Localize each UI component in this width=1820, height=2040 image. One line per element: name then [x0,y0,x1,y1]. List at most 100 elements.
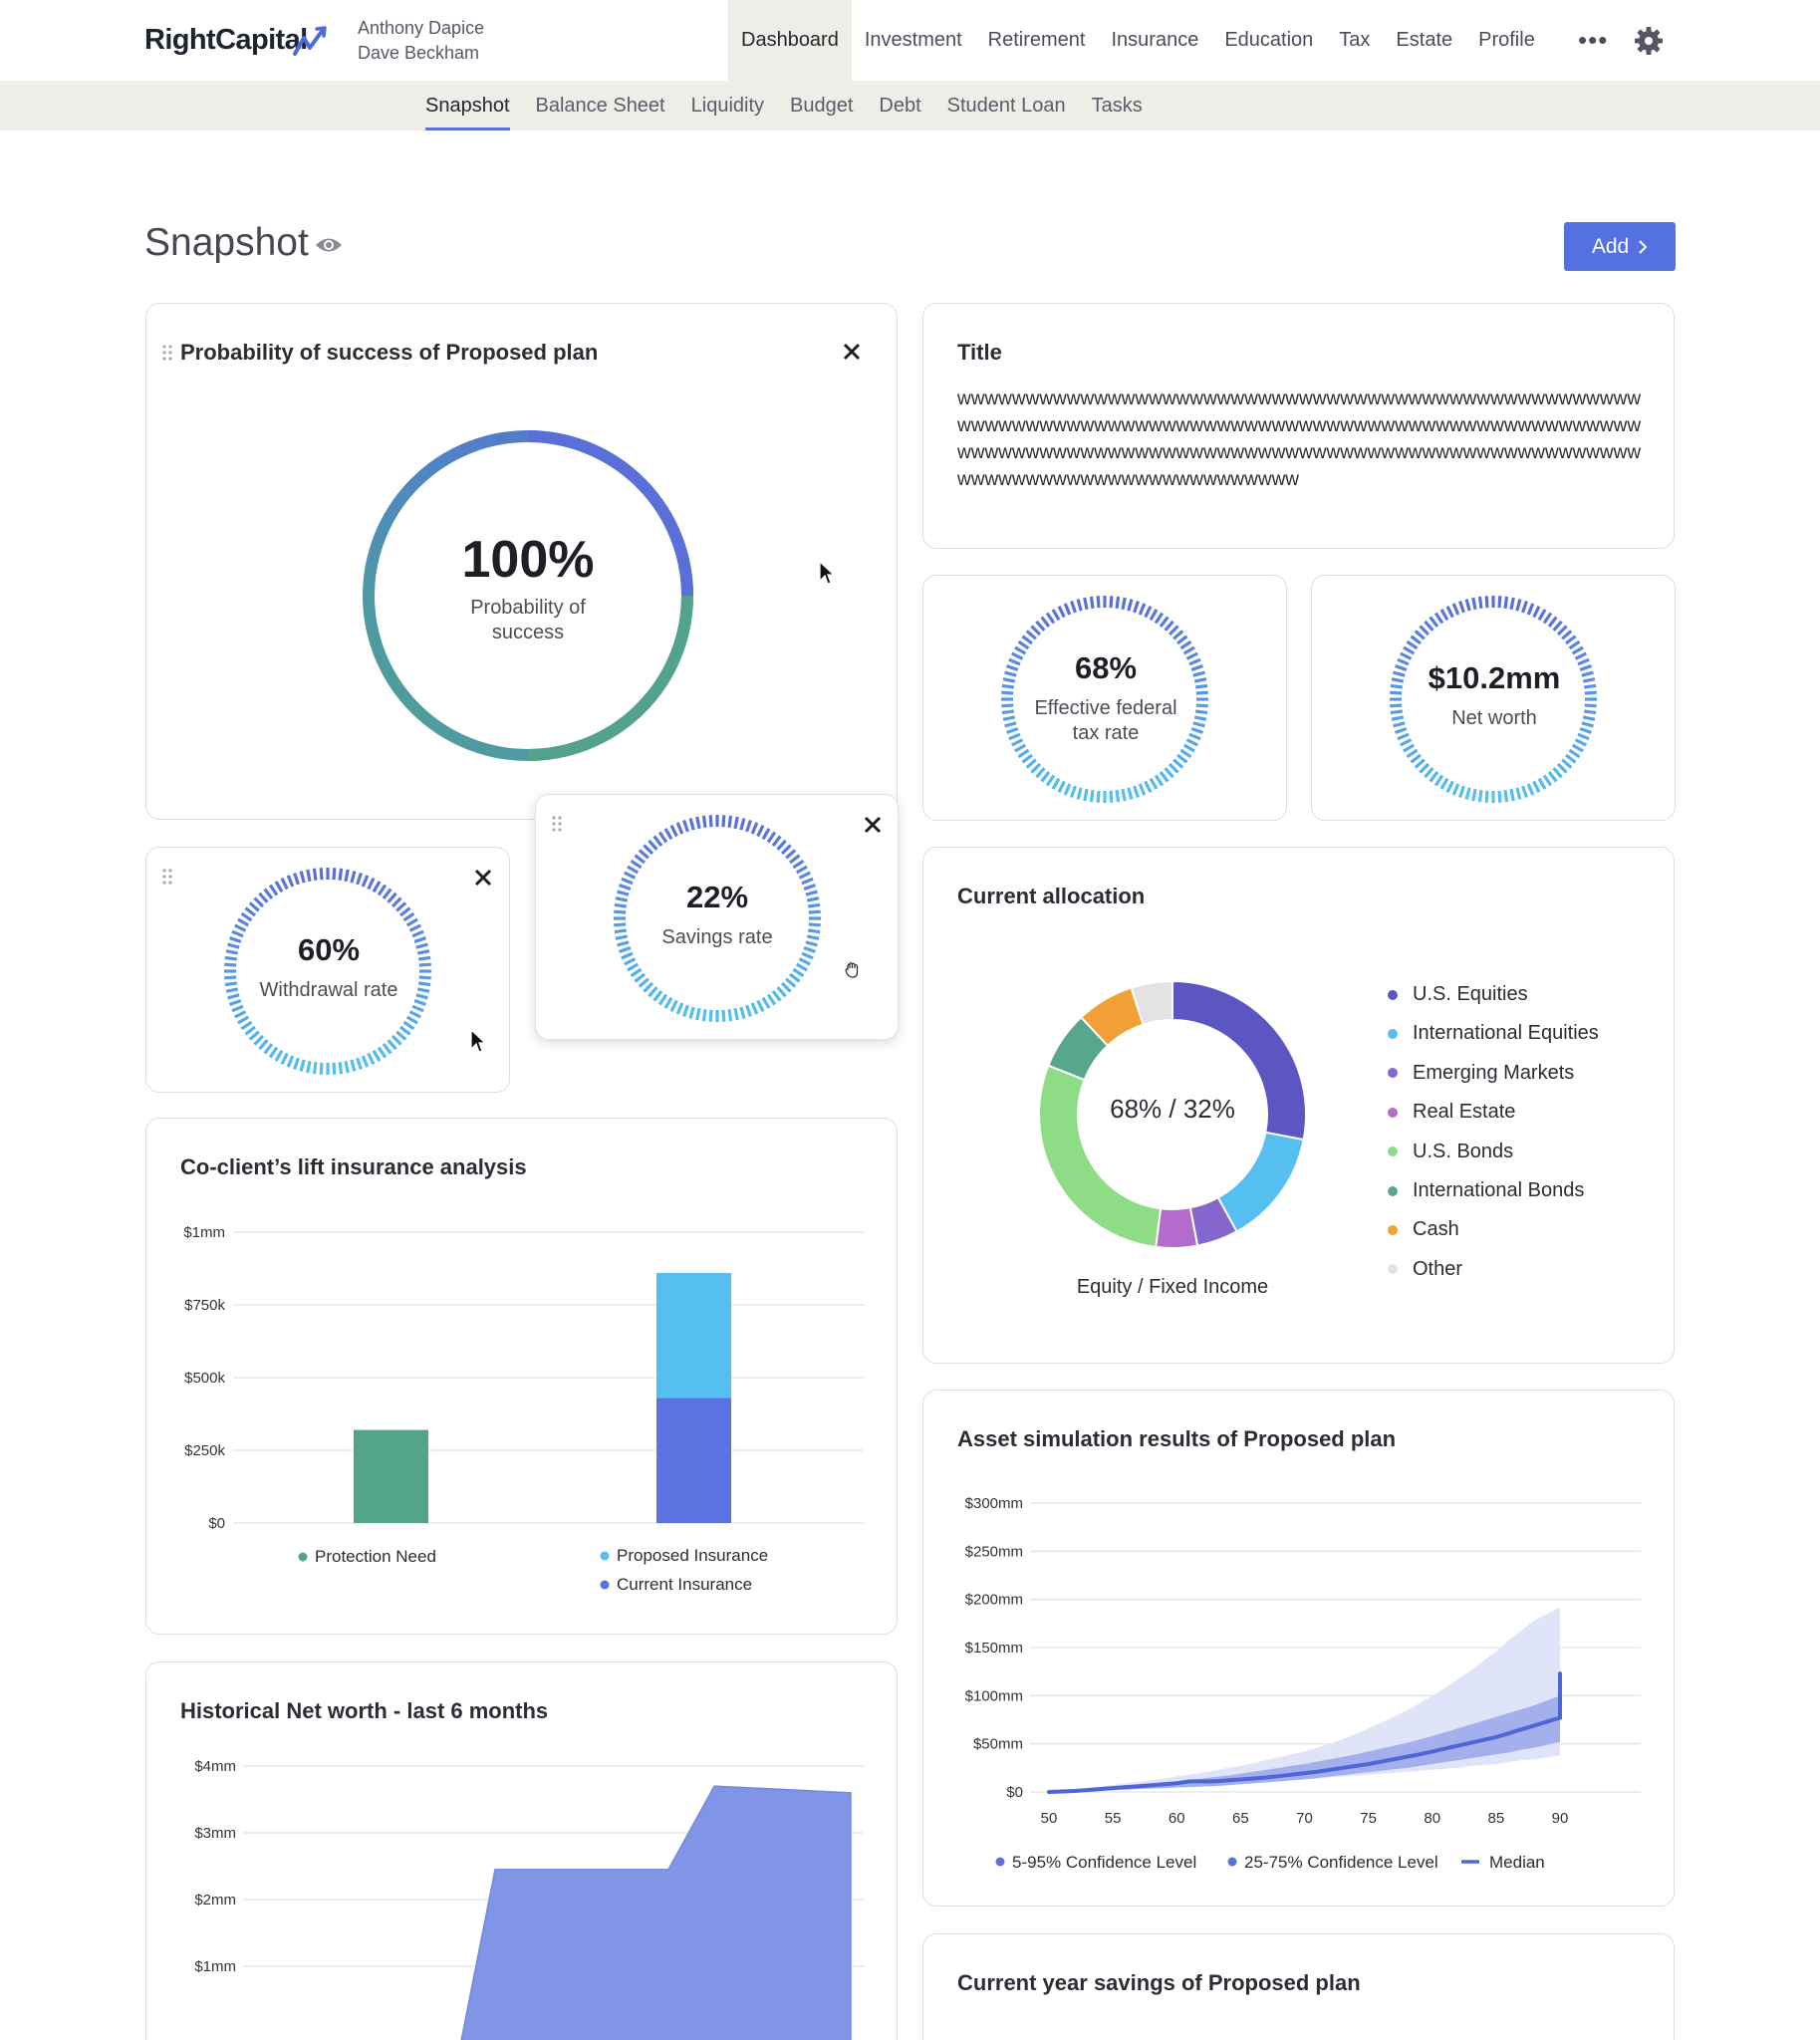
title-note-card[interactable]: Title wwwwwwwwwwwwwwwwwwwwwwwwwwwwwwwwww… [922,303,1675,549]
ring-tick [237,1015,250,1025]
legend-item[interactable]: Emerging Markets [1388,1062,1574,1085]
legend-label[interactable]: Proposed Insurance [617,1546,768,1565]
ring-tick [1193,677,1207,683]
simulation-card[interactable]: Asset simulation results of Proposed pla… [922,1390,1675,1907]
allocation-slice-u-s-bonds[interactable] [1038,1064,1163,1249]
ring-tick [1004,670,1017,677]
add-button[interactable]: Add [1564,222,1676,271]
legend-item[interactable]: Other [1388,1258,1462,1281]
eye-icon[interactable] [315,235,343,255]
withdrawal-card[interactable]: 60% Withdrawal rate [145,847,510,1093]
ring-tick [1138,783,1147,796]
ring-tick [390,896,402,908]
nav-insurance[interactable]: Insurance [1111,29,1199,51]
probability-value: 100% [461,531,595,589]
tab-snapshot[interactable]: Snapshot [425,81,510,130]
nav-education[interactable]: Education [1224,29,1314,51]
ring-tick [387,1039,397,1051]
legend-item[interactable]: International Bonds [1388,1179,1584,1202]
history-card[interactable]: Historical Net worth - last 6 months $1m… [145,1661,898,2040]
ring-tick [1057,606,1066,619]
allocation-slice-real-estate[interactable] [1155,1206,1199,1249]
bar-protection-need[interactable] [354,1429,428,1523]
nav-estate[interactable]: Estate [1396,29,1453,51]
tab-debt[interactable]: Debt [879,94,921,117]
card-title: Co-client’s lift insurance analysis [180,1154,527,1179]
legend-label[interactable]: 25-75% Confidence Level [1244,1853,1438,1872]
nav-dashboard[interactable]: Dashboard [728,0,852,81]
tab-tasks[interactable]: Tasks [1091,94,1143,117]
ring-tick [1096,596,1101,609]
ring-tick [413,999,426,1006]
net-worth-card[interactable]: $10.2mm Net worth [1311,575,1676,821]
ring-tick [1127,787,1134,800]
ring-tick [1410,753,1422,764]
ring-tick [1159,771,1170,783]
gear-icon[interactable] [1634,26,1664,56]
nav-profile[interactable]: Profile [1478,29,1535,51]
nav-investment[interactable]: Investment [864,29,962,51]
legend-label[interactable]: Median [1489,1853,1545,1872]
close-icon[interactable] [863,815,883,835]
nav-tax[interactable]: Tax [1339,29,1371,51]
ring-tick [627,962,640,972]
ring-tick [615,896,629,902]
net-worth-ring-text: $10.2mm Net worth [1395,660,1594,731]
ring-tick [306,1060,312,1074]
ring-tick [1521,785,1528,798]
nav-retirement[interactable]: Retirement [987,29,1086,51]
allocation-slice-other[interactable] [1130,979,1173,1026]
drag-handle-icon[interactable] [161,868,173,886]
legend-label: U.S. Bonds [1413,1140,1514,1162]
legend-dot [1388,1264,1398,1275]
ring-tick [806,934,820,940]
ring-tick [1195,709,1208,715]
legend-dot [1388,1107,1398,1118]
close-icon[interactable] [842,342,862,362]
bar-current-insurance[interactable] [656,1398,731,1523]
y-tick-label: $1mm [194,1958,236,1975]
tab-balance-sheet[interactable]: Balance Sheet [535,94,665,117]
ring-tick [808,909,821,914]
ring-tick [805,940,818,947]
legend-item[interactable]: U.S. Equities [1388,983,1528,1006]
drag-handle-icon[interactable] [161,344,173,362]
savings-plan-card[interactable]: Current year savings of Proposed plan [922,1933,1675,2040]
savings-rate-card[interactable]: 22% Savings rate [535,794,899,1040]
ring-tick [413,936,426,943]
ring-tick [1579,727,1592,734]
close-icon[interactable] [473,868,493,888]
insurance-analysis-card[interactable]: Co-client’s lift insurance analysis $0 $2… [145,1118,898,1635]
tab-liquidity[interactable]: Liquidity [690,94,765,117]
ring-tick [1030,625,1042,637]
drag-handle-icon[interactable] [551,815,563,833]
brand-logo[interactable]: RightCapital [144,24,308,56]
allocation-slice-international-equities[interactable] [1216,1131,1305,1233]
probability-card[interactable]: Probability of success of Proposed plan … [145,303,898,820]
tab-student-loan[interactable]: Student Loan [946,94,1066,117]
legend-label[interactable]: Protection Need [315,1547,436,1566]
ring-tick [240,911,253,922]
legend-label[interactable]: Current Insurance [617,1575,752,1594]
ring-tick [771,835,782,847]
tax-rate-card[interactable]: 68% Effective federal tax rate [922,575,1287,821]
legend-item[interactable]: Cash [1388,1218,1459,1241]
legend-item[interactable]: U.S. Bonds [1388,1141,1513,1163]
ring-tick [395,1030,407,1041]
title-note-body: wwwwwwwwwwwwwwwwwwwwwwwwwwwwwwwwwwwwwwww… [957,388,1642,490]
tab-budget[interactable]: Budget [790,94,854,117]
net-worth-area [460,1785,852,2040]
allocation-card[interactable]: Current allocation 68% / 32% Equity / Fi… [922,847,1675,1364]
more-dots-icon[interactable]: ••• [1578,25,1609,55]
ring-tick [274,881,284,893]
ring-tick [614,928,627,934]
ring-tick [1515,787,1522,800]
legend-item[interactable]: Real Estate [1388,1101,1515,1124]
ring-tick [695,816,701,830]
ring-tick [1109,790,1114,803]
client-names[interactable]: Anthony Dapice Dave Beckham [358,16,484,66]
legend-item[interactable]: International Equities [1388,1022,1599,1045]
ring-tick [415,942,428,949]
bar-proposed-insurance[interactable] [656,1272,731,1399]
legend-label[interactable]: 5-95% Confidence Level [1012,1853,1196,1872]
